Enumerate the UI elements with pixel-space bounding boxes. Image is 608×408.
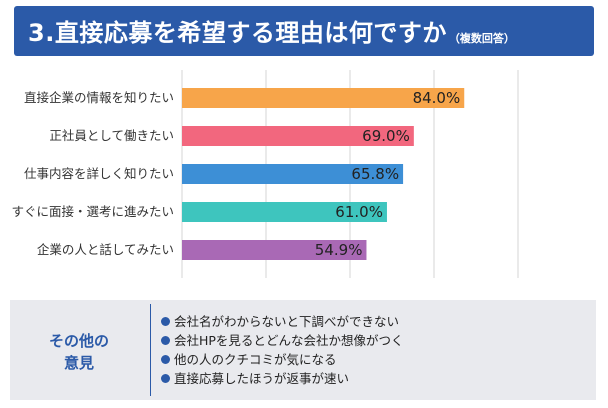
chart-title: 3.直接応募を希望する理由は何ですか [28,19,447,47]
bullet-icon [161,317,170,326]
opinion-text: 会社名がわからないと下調べができない [174,314,400,329]
other-opinions-list: 会社名がわからないと下調べができない 会社HPを見るとどんな会社か想像がつく 他… [161,312,403,388]
bar [182,164,404,184]
other-opinions-title-line2: 意見 [63,354,94,372]
other-opinions-panel: その他の 意見 会社名がわからないと下調べができない 会社HPを見るとどんな会社… [10,300,596,400]
other-opinions-title-line1: その他の [48,332,109,350]
bar [182,88,465,108]
value-label: 69.0% [362,127,410,145]
opinion-item: 他の人のクチコミが気になる [161,350,403,369]
category-label: 直接企業の情報を知りたい [24,90,174,105]
opinion-text: 会社HPを見るとどんな会社か想像がつく [174,333,404,348]
divider [150,304,151,396]
value-label: 61.0% [335,203,383,221]
category-label: 仕事内容を詳しく知りたい [24,166,174,181]
chart-subtitle: （複数回答） [448,32,515,45]
opinion-text: 直接応募したほうが返事が速い [174,371,350,386]
bar-chart: 直接企業の情報を知りたい 84.0% 正社員として働きたい 69.0% 仕事内容を詳しく… [11,70,519,278]
value-label: 54.9% [315,241,363,259]
bar [182,126,414,146]
opinion-item: 会社HPを見るとどんな会社か想像がつく [161,331,403,350]
opinion-item: 会社名がわからないと下調べができない [161,312,403,331]
title-banner: 3.直接応募を希望する理由は何ですか （複数回答） [14,6,594,56]
value-label: 84.0% [413,89,461,107]
bullet-icon [161,336,170,345]
category-label: 企業の人と話してみたい [37,242,174,257]
category-label: 正社員として働きたい [49,128,174,143]
bullet-icon [161,355,170,364]
value-label: 65.8% [351,165,399,183]
bar [182,240,367,260]
opinion-item: 直接応募したほうが返事が速い [161,369,403,388]
opinion-text: 他の人のクチコミが気になる [174,352,337,367]
bar [182,202,387,222]
bullet-icon [161,374,170,383]
category-label: すぐに面接・選考に進みたい [11,204,174,219]
other-opinions-title: その他の 意見 [34,330,124,374]
